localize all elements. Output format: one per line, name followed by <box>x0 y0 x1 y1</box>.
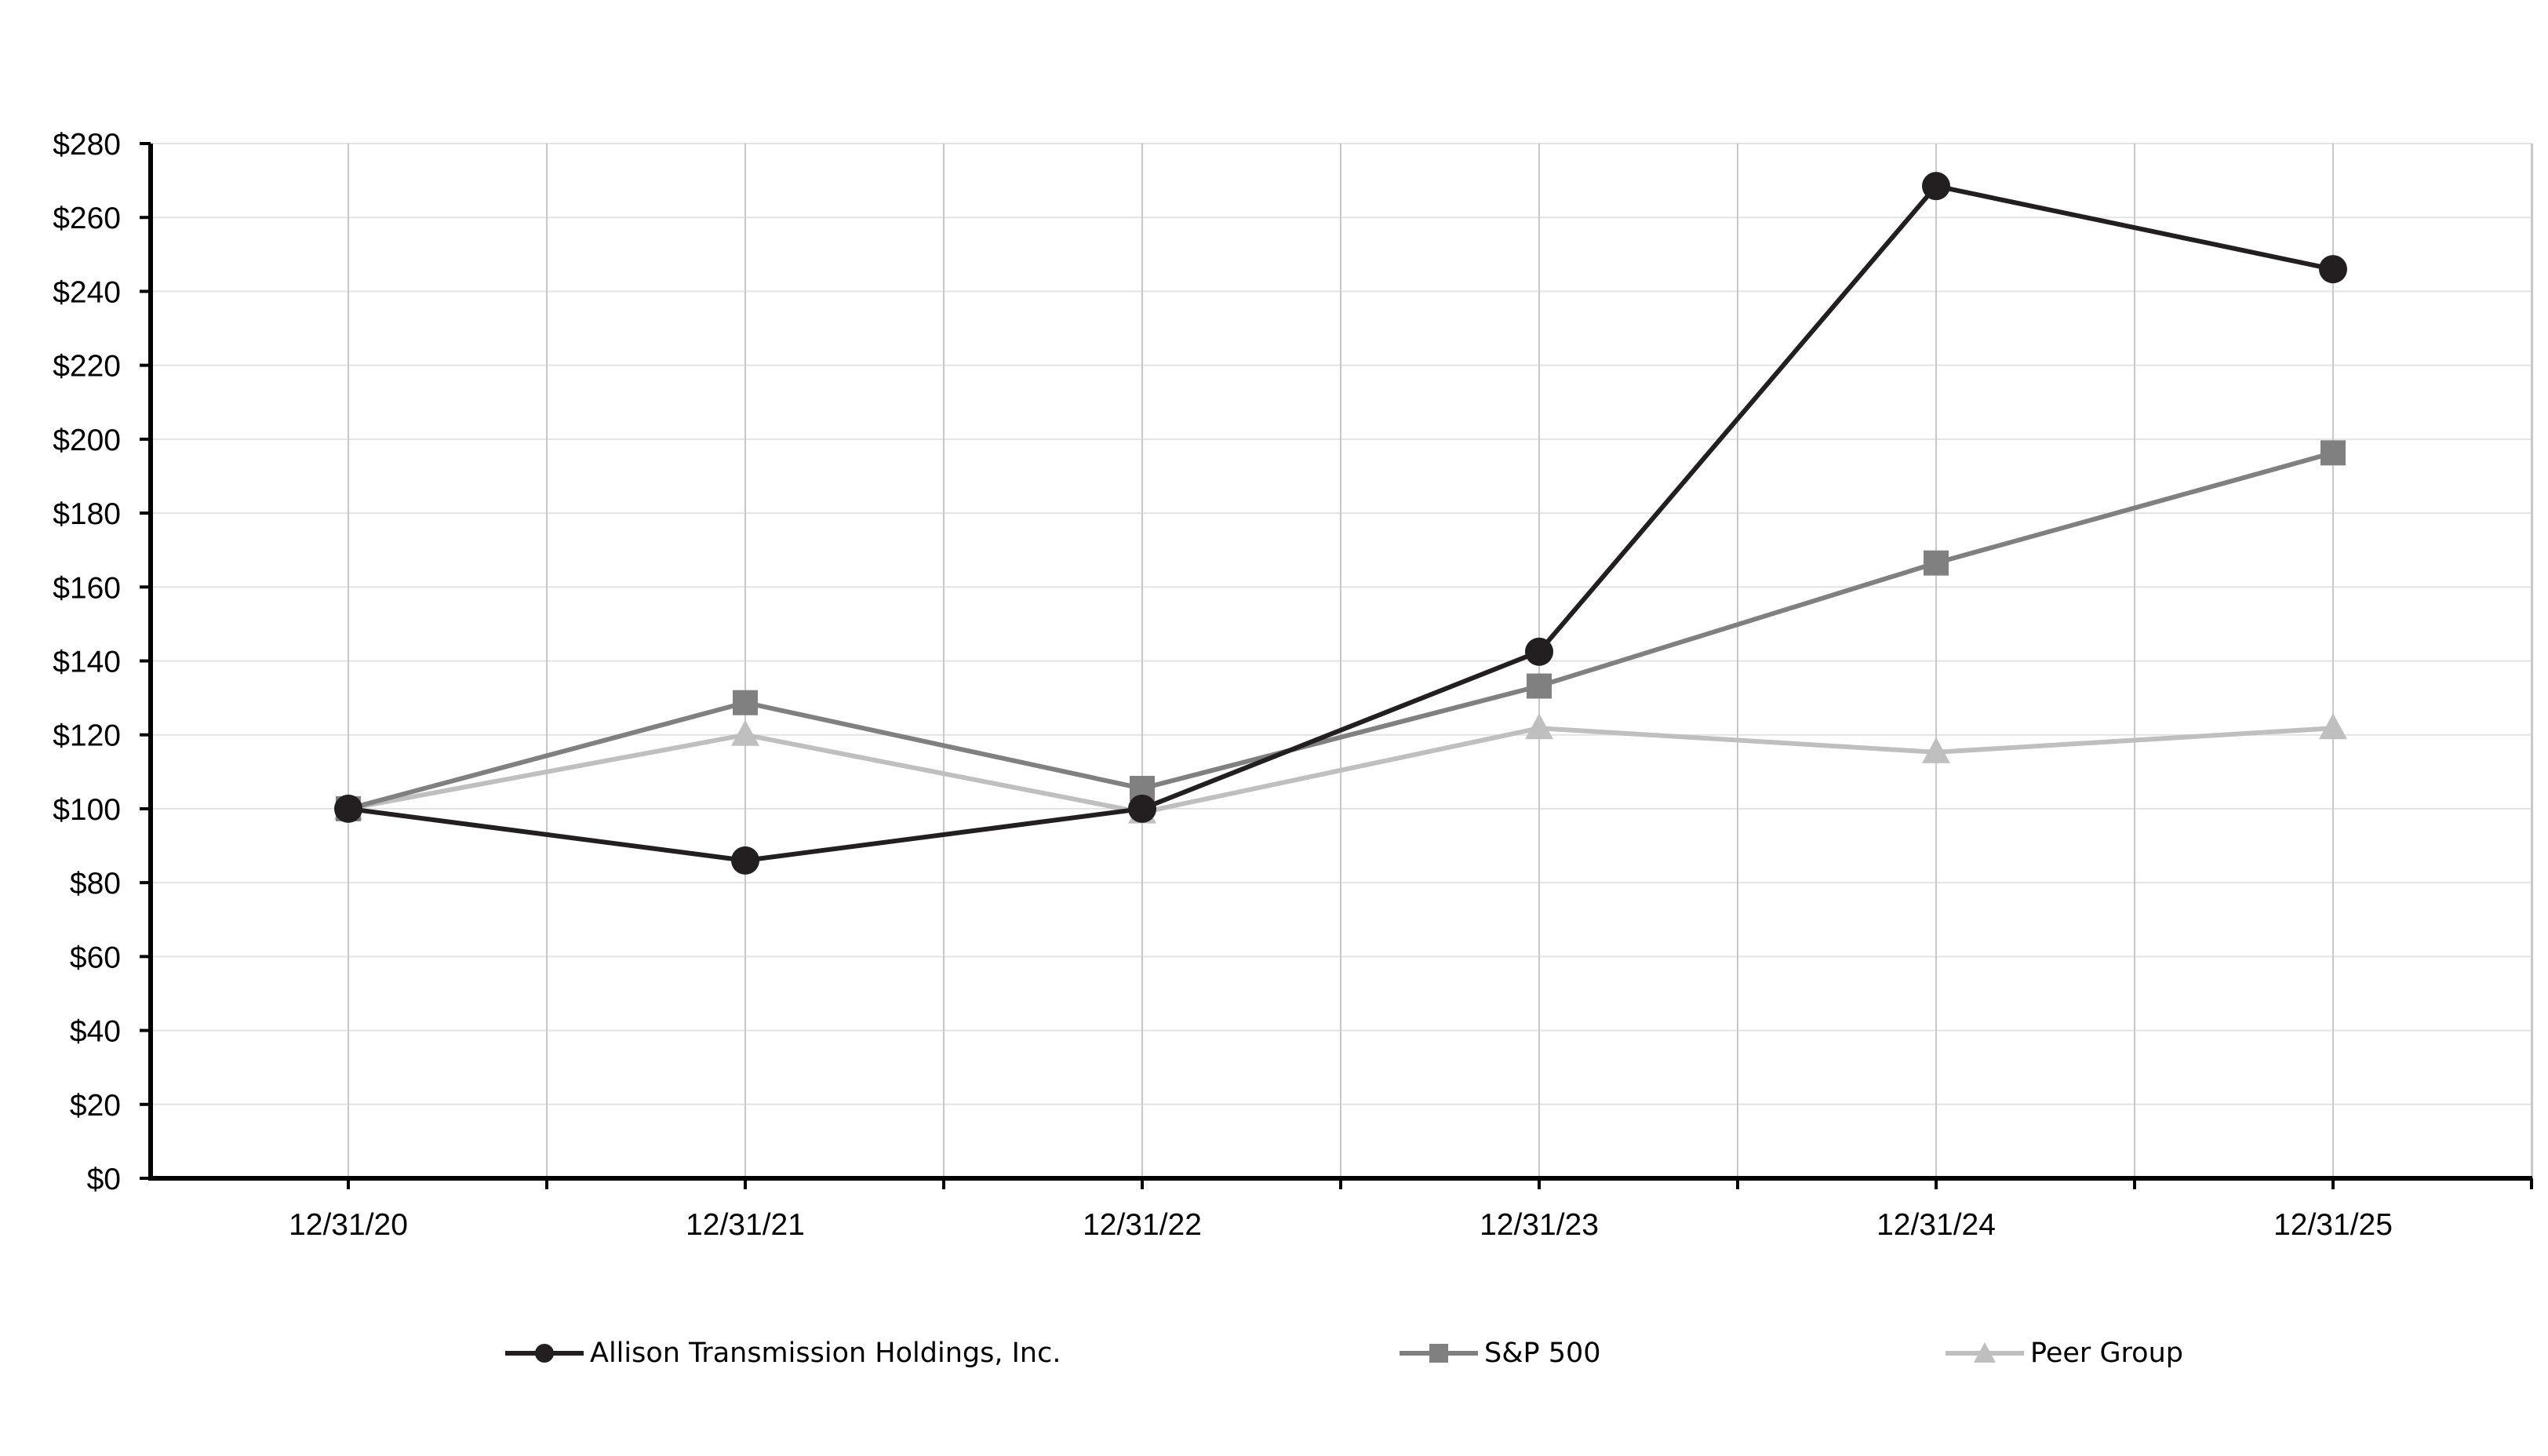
y-tick-label: $220 <box>53 350 121 384</box>
grid-lines <box>151 143 2533 1178</box>
y-tick-label: $260 <box>53 202 121 235</box>
y-tick-label: $60 <box>70 941 121 974</box>
y-tick-label: $80 <box>70 867 121 901</box>
data-point-circle <box>2319 255 2347 284</box>
data-point-circle <box>1525 637 1553 666</box>
y-tick-label: $280 <box>53 128 121 162</box>
data-point-circle <box>1128 794 1156 823</box>
data-point-triangle <box>731 719 759 746</box>
y-tick-label: $240 <box>53 275 121 309</box>
legend-label: Allison Transmission Holdings, Inc. <box>590 1338 1061 1369</box>
y-tick-label: $160 <box>53 571 121 605</box>
legend-item-peer-group: Peer Group <box>1946 1326 2183 1381</box>
series-lines <box>334 172 2347 875</box>
y-tick-label: $140 <box>53 646 121 679</box>
series-line <box>348 726 2334 815</box>
x-tick-label: 12/31/23 <box>1480 1208 1599 1242</box>
legend-item-allison: Allison Transmission Holdings, Inc. <box>505 1326 1061 1381</box>
legend: Allison Transmission Holdings, Inc. S&P … <box>0 1326 2548 1381</box>
y-tick-label: $40 <box>70 1015 121 1049</box>
data-point-triangle <box>1525 713 1553 740</box>
x-tick-label: 12/31/22 <box>1083 1208 1202 1242</box>
y-tick-label: $100 <box>53 793 121 827</box>
data-point-triangle <box>2319 713 2347 740</box>
y-tick-label: $200 <box>53 424 121 457</box>
data-point-square <box>733 690 758 715</box>
legend-label: S&P 500 <box>1484 1338 1601 1369</box>
y-axis-ticks: $0 $20 $40 $60 $80 $100 $120 $140 $160 $180 $200 $2… <box>53 128 151 1196</box>
y-tick-label: $180 <box>53 497 121 531</box>
legend-item-sp500: S&P 500 <box>1400 1326 1601 1381</box>
legend-swatch-triangle-icon <box>1946 1342 2024 1363</box>
x-tick-label: 12/31/21 <box>686 1208 805 1242</box>
y-tick-label: $0 <box>87 1163 121 1196</box>
x-tick-label: 12/31/25 <box>2273 1208 2393 1242</box>
data-point-square <box>1924 550 1949 576</box>
data-point-square <box>1527 673 1552 699</box>
data-point-circle <box>1922 172 1950 201</box>
x-axis-ticks: 12/31/20 12/31/21 12/31/22 12/31/23 12/31/24… <box>289 1178 2533 1242</box>
series-line <box>348 450 2334 811</box>
data-point-triangle <box>1922 737 1950 763</box>
x-tick-label: 12/31/20 <box>289 1208 408 1242</box>
series-line <box>348 184 2334 863</box>
data-point-circle <box>731 846 759 875</box>
y-tick-label: $120 <box>53 719 121 753</box>
x-tick-label: 12/31/24 <box>1876 1208 1996 1242</box>
data-point-square <box>2320 440 2346 466</box>
legend-swatch-square-icon <box>1400 1344 1478 1363</box>
data-point-circle <box>334 794 362 823</box>
y-tick-label: $20 <box>70 1089 121 1123</box>
legend-label: Peer Group <box>2030 1338 2183 1369</box>
legend-swatch-circle-icon <box>505 1344 584 1363</box>
